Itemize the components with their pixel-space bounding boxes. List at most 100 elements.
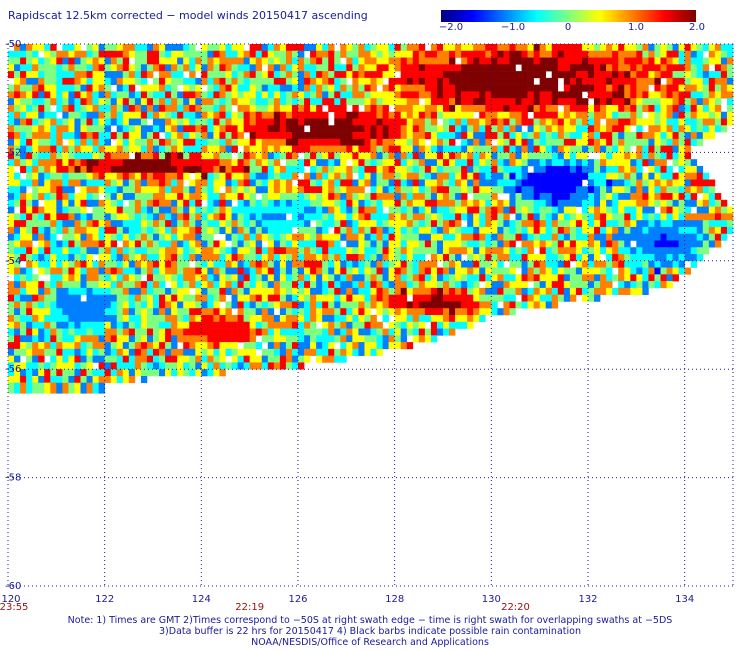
data-cell	[74, 84, 81, 92]
data-cell	[74, 321, 81, 329]
data-cell	[140, 240, 148, 248]
data-cell	[231, 342, 238, 350]
data-cell	[346, 111, 353, 119]
data-cell	[219, 267, 226, 275]
data-cell	[249, 233, 257, 241]
data-cell	[642, 64, 649, 72]
data-cell	[219, 254, 226, 262]
data-cell	[382, 294, 389, 302]
data-cell	[273, 247, 281, 255]
data-cell	[285, 64, 293, 72]
data-cell	[430, 50, 438, 58]
data-cell	[436, 254, 444, 262]
data-cell	[497, 179, 504, 187]
data-cell	[358, 348, 365, 356]
data-cell	[122, 233, 130, 241]
data-cell	[32, 254, 39, 262]
data-cell	[672, 152, 679, 160]
data-cell	[171, 50, 178, 58]
data-cell	[183, 294, 190, 302]
data-cell	[696, 220, 704, 228]
data-cell	[364, 294, 371, 302]
data-cell	[80, 287, 87, 295]
data-cell	[171, 98, 178, 106]
data-cell	[449, 233, 456, 241]
data-cell	[551, 260, 559, 268]
data-cell	[291, 50, 299, 58]
data-cell	[298, 362, 305, 370]
data-cell	[412, 50, 420, 58]
data-cell	[104, 98, 112, 106]
data-cell	[32, 111, 39, 119]
data-cell	[624, 98, 631, 106]
data-cell	[436, 321, 444, 329]
data-cell	[654, 50, 661, 58]
data-cell	[195, 104, 202, 113]
data-cell	[207, 260, 214, 268]
data-cell	[569, 247, 577, 255]
data-cell	[68, 301, 75, 309]
data-cell	[382, 301, 389, 309]
data-cell	[267, 179, 275, 187]
data-cell	[600, 260, 607, 268]
data-cell	[509, 260, 516, 268]
data-cell	[171, 355, 178, 363]
data-cell	[328, 321, 335, 329]
data-cell	[201, 247, 208, 255]
data-cell	[8, 165, 15, 174]
data-cell	[279, 348, 287, 356]
data-cell	[678, 260, 685, 268]
data-cell	[116, 335, 124, 343]
data-cell	[92, 213, 99, 221]
data-cell	[672, 172, 679, 180]
data-cell	[267, 165, 275, 174]
data-cell	[418, 267, 426, 275]
data-cell	[551, 44, 559, 52]
data-cell	[376, 348, 383, 356]
data-cell	[298, 125, 305, 133]
data-cell	[20, 287, 27, 295]
data-cell	[207, 199, 214, 207]
data-cell	[412, 172, 420, 180]
data-cell	[594, 138, 601, 146]
data-cell	[400, 301, 408, 309]
data-cell	[279, 145, 287, 153]
data-cell	[563, 220, 571, 228]
data-cell	[400, 111, 408, 119]
data-cell	[334, 220, 341, 228]
data-cell	[533, 145, 540, 153]
data-cell	[473, 193, 480, 201]
data-cell	[201, 274, 208, 282]
data-cell	[473, 206, 480, 214]
data-cell	[654, 111, 661, 119]
data-cell	[436, 125, 444, 133]
data-cell	[660, 179, 667, 187]
data-cell	[618, 50, 625, 58]
data-cell	[183, 301, 190, 309]
data-cell	[521, 64, 528, 72]
data-cell	[140, 145, 148, 153]
data-cell	[539, 220, 547, 228]
data-cell	[443, 267, 450, 275]
data-cell	[140, 267, 148, 275]
data-cell	[702, 64, 710, 72]
data-cell	[551, 98, 559, 106]
data-cell	[50, 206, 57, 214]
data-cell	[509, 84, 516, 92]
data-cell	[515, 233, 522, 241]
data-cell	[569, 159, 577, 167]
data-cell	[165, 247, 172, 255]
data-cell	[340, 254, 347, 262]
data-cell	[26, 281, 33, 289]
data-cell	[479, 186, 486, 194]
data-cell	[322, 77, 329, 85]
data-cell	[364, 165, 371, 174]
data-cell	[249, 247, 257, 255]
data-cell	[134, 213, 142, 221]
data-cell	[291, 44, 299, 52]
data-cell	[183, 240, 190, 248]
data-cell	[479, 57, 486, 65]
data-cell	[394, 145, 402, 153]
data-cell	[267, 138, 275, 146]
data-cell	[430, 240, 438, 248]
